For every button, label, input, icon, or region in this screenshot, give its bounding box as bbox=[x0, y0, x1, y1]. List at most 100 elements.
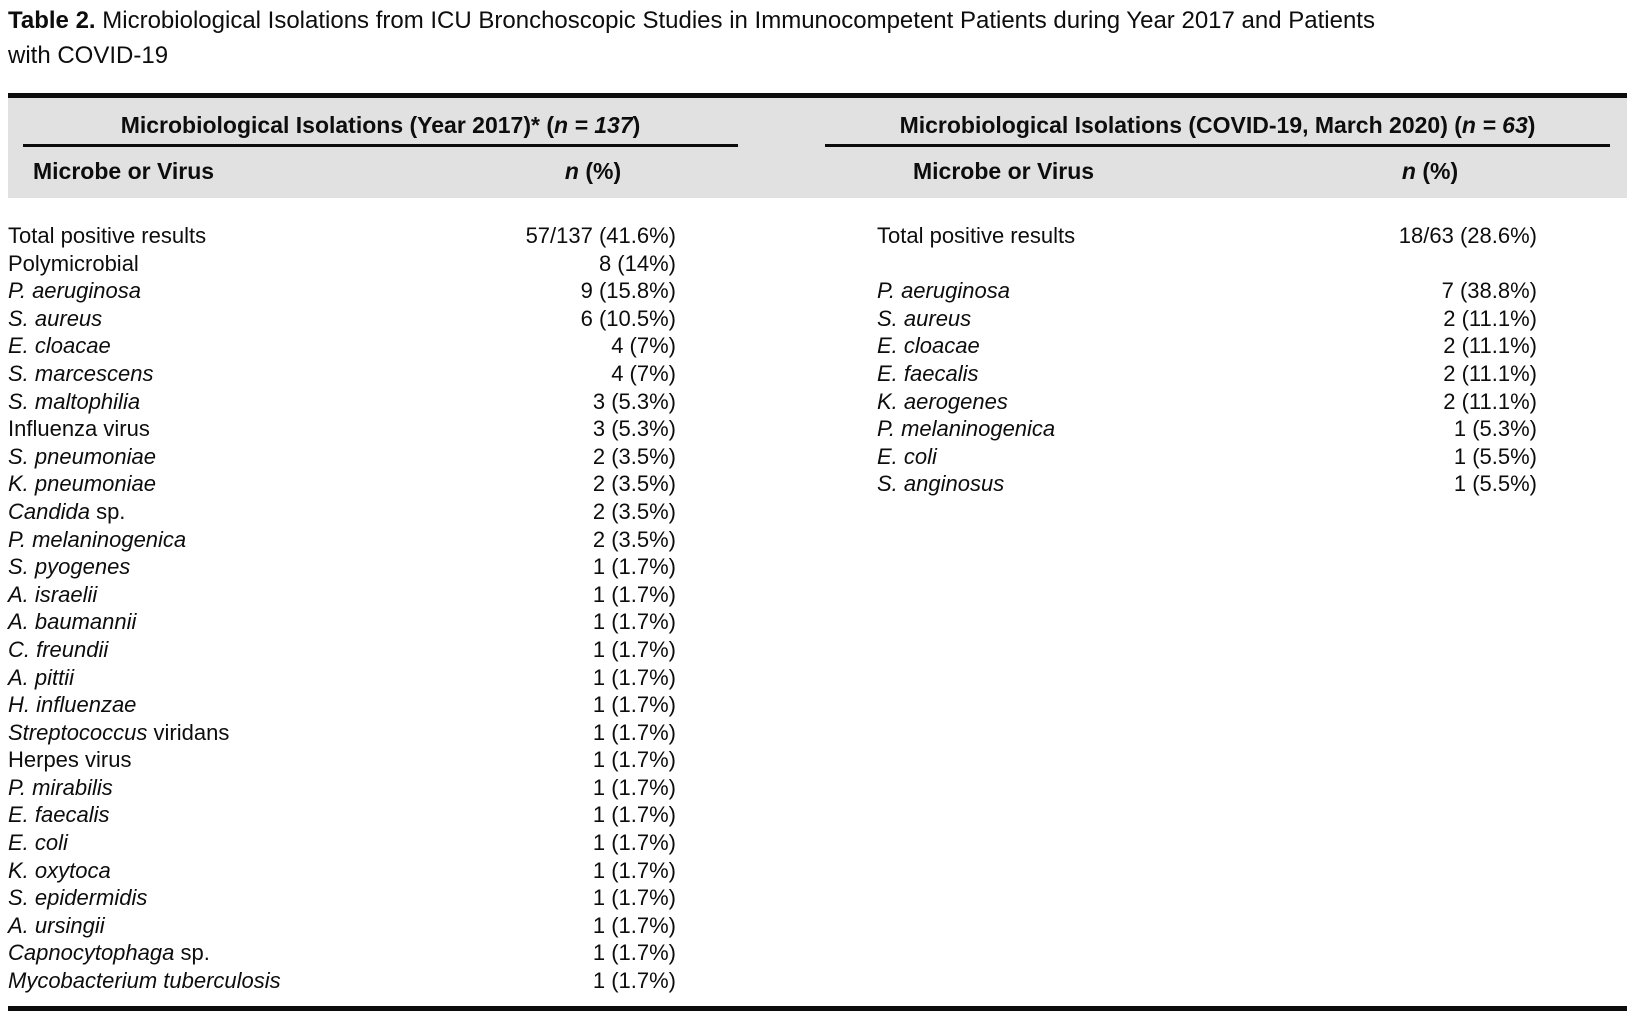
count-value: 2 (11.1%) bbox=[1443, 305, 1537, 331]
table-row: K. aerogenes 2 (11.1%) bbox=[877, 388, 1537, 416]
table-row: A. israelii 1 (1.7%) bbox=[8, 581, 676, 609]
count-value: 1 (1.7%) bbox=[592, 692, 676, 718]
column-headers-right: Microbe or Virus n (%) bbox=[825, 147, 1610, 193]
microbe-name-italic: P. melaninogenica bbox=[8, 526, 187, 552]
microbe-name-italic: S. maltophilia bbox=[8, 388, 141, 414]
percent-symbol: (%) bbox=[578, 158, 622, 184]
microbe-name: H. influenzae bbox=[8, 691, 136, 719]
microbe-name-italic: S. marcescens bbox=[8, 360, 154, 386]
count-value: 1 (1.7%) bbox=[592, 719, 676, 745]
table-row: S. aureus 2 (11.1%) bbox=[877, 305, 1537, 333]
microbe-name-italic: S. aureus bbox=[8, 305, 103, 331]
count-value: 8 (14%) bbox=[598, 250, 676, 276]
microbe-name-italic: S. anginosus bbox=[877, 471, 1005, 497]
n-symbol: n bbox=[564, 158, 579, 184]
count-value: 6 (10.5%) bbox=[580, 305, 676, 331]
microbe-name-italic: E. cloacae bbox=[877, 333, 980, 359]
count-value: 2 (3.5%) bbox=[592, 471, 676, 497]
table-row: S. marcescens 4 (7%) bbox=[8, 360, 676, 388]
microbe-name-italic: H. influenzae bbox=[8, 692, 137, 718]
table-row: C. freundii 1 (1.7%) bbox=[8, 636, 676, 664]
table-row: P. melaninogenica 2 (3.5%) bbox=[8, 526, 676, 554]
microbe-name: Influenza virus bbox=[8, 415, 150, 443]
microbe-name: P. mirabilis bbox=[8, 774, 113, 802]
n-symbol: n bbox=[1401, 158, 1416, 184]
group-header-covid-2020: Microbiological Isolations (COVID-19, Ma… bbox=[825, 98, 1610, 193]
microbe-name: K. oxytoca bbox=[8, 857, 111, 885]
microbe-name-italic: E. coli bbox=[8, 830, 68, 856]
rows-year-2017: Total positive results 57/137 (41.6%) Po… bbox=[8, 222, 676, 995]
table-row: A. ursingii 1 (1.7%) bbox=[8, 912, 676, 940]
count-value: 1 (1.7%) bbox=[592, 857, 676, 883]
microbe-name-italic: S. epidermidis bbox=[8, 885, 148, 911]
percent-symbol: (%) bbox=[1415, 158, 1459, 184]
microbe-name-italic: K. oxytoca bbox=[8, 857, 111, 883]
count-value: 2 (11.1%) bbox=[1443, 388, 1537, 414]
microbe-name-regular: sp. bbox=[174, 940, 210, 966]
table-row: Polymicrobial 8 (14%) bbox=[8, 250, 676, 278]
microbe-name-italic: Streptococcus bbox=[8, 719, 148, 745]
microbe-name: Herpes virus bbox=[8, 746, 131, 774]
table-row: Streptococcus viridans 1 (1.7%) bbox=[8, 719, 676, 747]
table-row: Total positive results 57/137 (41.6%) bbox=[8, 222, 676, 250]
microbe-name: Candida sp. bbox=[8, 498, 125, 526]
count-value: 2 (3.5%) bbox=[592, 443, 676, 469]
microbe-name: P. aeruginosa bbox=[8, 277, 141, 305]
table-row: S. pneumoniae 2 (3.5%) bbox=[8, 443, 676, 471]
table-row: Candida sp. 2 (3.5%) bbox=[8, 498, 676, 526]
group-title-prefix: Microbiological Isolations (COVID-19, Ma… bbox=[899, 112, 1462, 138]
table-caption-text-line2: with COVID-19 bbox=[8, 42, 169, 69]
microbe-name-italic: A. pittii bbox=[8, 664, 75, 690]
microbe-name-italic: A. ursingii bbox=[8, 912, 105, 938]
column-headers-left: Microbe or Virus n (%) bbox=[23, 147, 738, 193]
table-row: H. influenzae 1 (1.7%) bbox=[8, 691, 676, 719]
microbe-name-italic: E. faecalis bbox=[8, 802, 110, 828]
microbe-name-italic: P. aeruginosa bbox=[8, 278, 141, 304]
table-row: Total positive results 18/63 (28.6%) bbox=[877, 222, 1537, 250]
microbe-name: Total positive results bbox=[8, 222, 206, 250]
microbe-name: P. aeruginosa bbox=[877, 277, 1010, 305]
table-row: E. cloacae 2 (11.1%) bbox=[877, 332, 1537, 360]
microbe-name: Total positive results bbox=[877, 222, 1075, 250]
microbe-name: P. melaninogenica bbox=[8, 526, 186, 554]
count-value: 1 (1.7%) bbox=[592, 968, 676, 994]
table-row bbox=[877, 250, 1537, 278]
table-row: P. mirabilis 1 (1.7%) bbox=[8, 774, 676, 802]
microbe-name: S. aureus bbox=[877, 305, 971, 333]
table-row: E. faecalis 2 (11.1%) bbox=[877, 360, 1537, 388]
microbe-name: P. melaninogenica bbox=[877, 415, 1055, 443]
microbe-name-italic: Capnocytophaga bbox=[8, 940, 175, 966]
count-value: 3 (5.3%) bbox=[592, 416, 676, 442]
count-value: 1 (5.5%) bbox=[1453, 443, 1537, 469]
count-value: 1 (5.5%) bbox=[1453, 471, 1537, 497]
table-row: S. epidermidis 1 (1.7%) bbox=[8, 884, 676, 912]
table-row: E. coli 1 (5.5%) bbox=[877, 443, 1537, 471]
microbe-name: S. maltophilia bbox=[8, 388, 140, 416]
microbe-name: Mycobacterium tuberculosis bbox=[8, 967, 281, 995]
microbe-name: Capnocytophaga sp. bbox=[8, 939, 210, 967]
microbe-name-italic: K. aerogenes bbox=[877, 388, 1008, 414]
microbe-name-italic: P. aeruginosa bbox=[877, 278, 1010, 304]
count-value: 1 (1.7%) bbox=[592, 664, 676, 690]
table-row: S. aureus 6 (10.5%) bbox=[8, 305, 676, 333]
count-value: 2 (11.1%) bbox=[1443, 333, 1537, 359]
microbe-name-regular: Total positive results bbox=[877, 223, 1076, 248]
microbe-name: E. faecalis bbox=[877, 360, 979, 388]
microbe-name: A. israelii bbox=[8, 581, 97, 609]
column-header-n-percent-left: n (%) bbox=[565, 158, 621, 185]
count-value: 1 (5.3%) bbox=[1453, 416, 1537, 442]
microbe-name: S. pyogenes bbox=[8, 553, 130, 581]
microbe-name: S. aureus bbox=[8, 305, 102, 333]
microbe-name-italic: A. baumannii bbox=[8, 609, 137, 635]
column-header-microbe-right: Microbe or Virus bbox=[913, 158, 1095, 184]
count-value: 2 (3.5%) bbox=[592, 498, 676, 524]
table-row: P. melaninogenica 1 (5.3%) bbox=[877, 415, 1537, 443]
table-row: Mycobacterium tuberculosis 1 (1.7%) bbox=[8, 967, 676, 995]
table-header-band: Microbiological Isolations (Year 2017)* … bbox=[8, 98, 1627, 198]
column-header-n-percent-right: n (%) bbox=[1402, 158, 1458, 185]
microbe-name-regular: Polymicrobial bbox=[8, 250, 139, 276]
microbe-name: S. epidermidis bbox=[8, 884, 147, 912]
group-title-prefix: Microbiological Isolations (Year 2017)* … bbox=[120, 112, 554, 138]
microbe-name-italic: P. melaninogenica bbox=[877, 416, 1056, 442]
